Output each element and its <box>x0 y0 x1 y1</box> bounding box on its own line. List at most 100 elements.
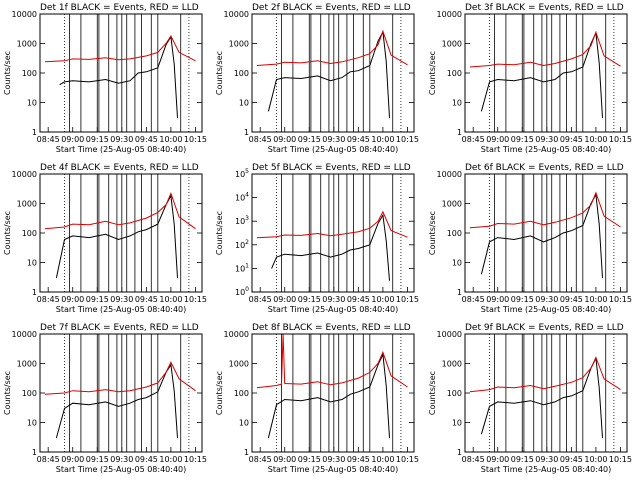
x-tick-label: 10:00 <box>584 295 607 304</box>
detector-panel-1: Det 1f BLACK = Events, RED = LLD 1 10 100 10… <box>3 3 207 154</box>
y-tick-label: 1000 <box>442 40 462 49</box>
lld-series-line <box>256 210 408 239</box>
x-tick-label: 09:15 <box>298 455 321 464</box>
panel-title: Det 3f BLACK = Events, RED = LLD <box>465 3 624 13</box>
x-tick-label: 09:15 <box>298 135 321 144</box>
y-axis-label: Counts/sec <box>428 371 437 415</box>
y-tick-label: 103 <box>235 215 249 226</box>
x-tick-label: 09:45 <box>135 295 158 304</box>
x-tick-label: 09:45 <box>135 455 158 464</box>
y-tick-label: 1 <box>32 448 37 457</box>
x-tick-label: 08:45 <box>462 135 485 144</box>
y-axis-label: Counts/sec <box>215 51 224 95</box>
x-tick-label: 09:15 <box>86 135 109 144</box>
x-tick-label: 09:45 <box>560 295 583 304</box>
x-tick-label: 10:00 <box>371 135 394 144</box>
x-tick-label: 10:15 <box>396 455 419 464</box>
x-tick-label: 09:30 <box>535 135 558 144</box>
x-tick-label: 10:15 <box>184 295 207 304</box>
x-tick-label: 10:15 <box>184 135 207 144</box>
y-tick-label: 1000 <box>229 360 249 369</box>
panel-title: Det 1f BLACK = Events, RED = LLD <box>40 3 199 13</box>
y-tick-label: 102 <box>235 239 249 250</box>
x-tick-label: 09:45 <box>560 455 583 464</box>
x-tick-label: 10:15 <box>609 135 632 144</box>
y-tick-label: 100 <box>447 229 462 238</box>
x-tick-label: 09:15 <box>511 455 534 464</box>
x-tick-label: 09:00 <box>61 135 84 144</box>
x-tick-label: 09:45 <box>560 135 583 144</box>
panel-title: Det 7f BLACK = Events, RED = LLD <box>40 323 199 333</box>
y-tick-label: 10 <box>452 259 462 268</box>
y-tick-label: 105 <box>235 168 249 179</box>
x-axis-label: Start Time (25-Aug-05 08:40:40) <box>56 305 187 314</box>
y-tick-label: 1000 <box>17 40 37 49</box>
x-tick-label: 09:15 <box>86 295 109 304</box>
x-tick-label: 08:45 <box>37 135 60 144</box>
detector-panel-7: Det 7f BLACK = Events, RED = LLD 1 10 100 10… <box>3 323 207 474</box>
x-axis-label: Start Time (25-Aug-05 08:40:40) <box>268 305 399 314</box>
y-tick-label: 104 <box>235 192 249 203</box>
y-tick-label: 100 <box>22 389 37 398</box>
x-tick-label: 09:30 <box>322 455 345 464</box>
y-tick-label: 10 <box>27 99 37 108</box>
x-tick-label: 09:45 <box>347 295 370 304</box>
y-tick-label: 1000 <box>442 360 462 369</box>
x-tick-label: 10:15 <box>609 295 632 304</box>
x-axis-label: Start Time (25-Aug-05 08:40:40) <box>268 145 399 154</box>
x-tick-label: 09:45 <box>135 135 158 144</box>
detector-panel-6: Det 6f BLACK = Events, RED = LLD 1 10 100 10… <box>428 163 632 314</box>
lld-series-line <box>44 34 196 63</box>
panel-title: Det 5f BLACK = Events, RED = LLD <box>252 163 411 173</box>
x-tick-label: 10:00 <box>371 455 394 464</box>
y-tick-label: 1 <box>457 448 462 457</box>
plot-frame <box>251 173 415 293</box>
y-tick-label: 100 <box>22 69 37 78</box>
y-tick-label: 101 <box>235 262 249 273</box>
panel-title: Det 4f BLACK = Events, RED = LLD <box>40 163 199 173</box>
y-tick-label: 1 <box>244 128 249 137</box>
x-tick-label: 09:00 <box>273 295 296 304</box>
x-axis-label: Start Time (25-Aug-05 08:40:40) <box>56 465 187 474</box>
y-tick-label: 100 <box>235 286 249 297</box>
lld-series-line <box>256 333 408 389</box>
y-tick-label: 1 <box>244 448 249 457</box>
y-tick-label: 10000 <box>437 330 462 339</box>
lld-series-line <box>44 192 196 230</box>
x-axis-label: Start Time (25-Aug-05 08:40:40) <box>56 145 187 154</box>
events-series-line <box>55 363 178 439</box>
detector-panel-2: Det 2f BLACK = Events, RED = LLD 1 10 100 10… <box>215 3 419 154</box>
lld-series-line <box>256 29 408 66</box>
y-tick-label: 10000 <box>224 330 249 339</box>
x-tick-label: 09:00 <box>486 455 509 464</box>
x-tick-label: 09:30 <box>110 295 133 304</box>
x-tick-label: 09:30 <box>322 295 345 304</box>
y-tick-label: 100 <box>447 389 462 398</box>
events-series-line <box>55 194 178 279</box>
y-axis-label: Counts/sec <box>428 211 437 255</box>
lld-series-line <box>469 191 621 229</box>
x-tick-label: 09:30 <box>110 135 133 144</box>
x-tick-label: 09:15 <box>86 455 109 464</box>
y-axis-label: Counts/sec <box>215 211 224 255</box>
x-tick-label: 09:45 <box>347 455 370 464</box>
y-tick-label: 10 <box>452 99 462 108</box>
x-tick-label: 09:15 <box>511 135 534 144</box>
x-axis-label: Start Time (25-Aug-05 08:40:40) <box>268 465 399 474</box>
x-tick-label: 10:00 <box>584 135 607 144</box>
y-tick-label: 10 <box>27 259 37 268</box>
y-tick-label: 10000 <box>224 10 249 19</box>
panel-title: Det 2f BLACK = Events, RED = LLD <box>252 3 411 13</box>
y-tick-label: 10000 <box>437 170 462 179</box>
x-tick-label: 09:00 <box>273 455 296 464</box>
y-tick-label: 10 <box>239 99 249 108</box>
detector-panel-5: Det 5f BLACK = Events, RED = LLD 100 101 10… <box>215 163 419 314</box>
x-tick-label: 08:45 <box>37 455 60 464</box>
detector-panel-9: Det 9f BLACK = Events, RED = LLD 1 10 100 10… <box>428 323 632 474</box>
x-tick-label: 10:15 <box>184 455 207 464</box>
events-series-line <box>267 352 390 439</box>
lld-series-line <box>469 30 621 68</box>
events-series-line <box>59 35 178 118</box>
y-tick-label: 1 <box>32 128 37 137</box>
y-tick-label: 100 <box>447 69 462 78</box>
